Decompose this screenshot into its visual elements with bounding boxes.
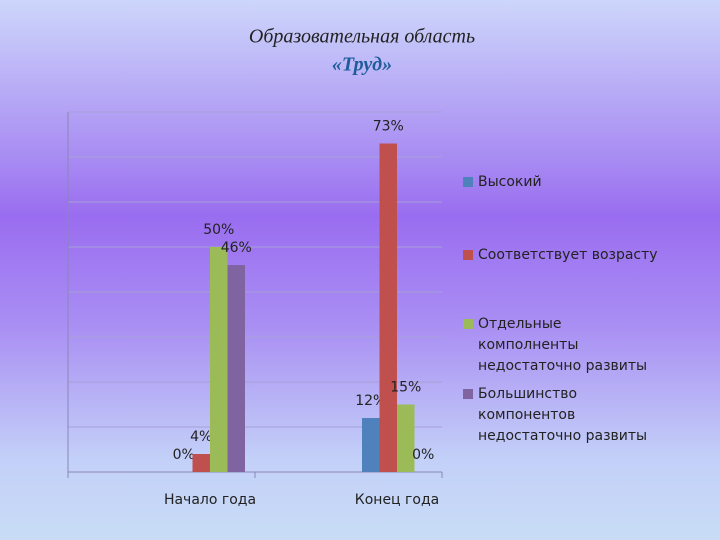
- bar: [362, 418, 380, 472]
- data-label: 50%: [203, 222, 234, 238]
- chart-subtitle: «Труд»: [332, 54, 392, 76]
- data-label: 4%: [190, 429, 212, 445]
- chart-title: Образовательная область: [249, 26, 475, 48]
- legend-item: Соответствует возрасту: [460, 245, 660, 266]
- legend-item: Большинство компонентов недостаточно раз…: [460, 384, 660, 447]
- legend-label: Высокий: [478, 174, 542, 190]
- data-label: 0%: [173, 447, 195, 463]
- bar: [192, 454, 210, 472]
- bar: [397, 404, 415, 472]
- data-label: 73%: [373, 119, 404, 135]
- data-label: 0%: [412, 447, 434, 463]
- legend-swatch: [463, 250, 473, 260]
- legend-swatch: [463, 319, 473, 329]
- data-label: 46%: [221, 240, 252, 256]
- data-label: 15%: [390, 380, 421, 396]
- x-tick-label: Конец года: [355, 492, 439, 508]
- legend-swatch: [463, 389, 473, 399]
- x-tick-label: Начало года: [164, 492, 256, 508]
- bar: [210, 247, 228, 472]
- legend-label: Отдельные комполненты недостаточно разви…: [478, 316, 648, 374]
- legend-label: Соответствует возрасту: [478, 247, 658, 263]
- bar: [227, 265, 245, 472]
- legend-item: Высокий: [460, 172, 660, 193]
- data-label: 12%: [355, 393, 386, 409]
- legend-label: Большинство компонентов недостаточно раз…: [478, 386, 648, 444]
- legend-swatch: [463, 177, 473, 187]
- bar: [379, 143, 397, 472]
- legend-item: Отдельные комполненты недостаточно разви…: [460, 314, 660, 377]
